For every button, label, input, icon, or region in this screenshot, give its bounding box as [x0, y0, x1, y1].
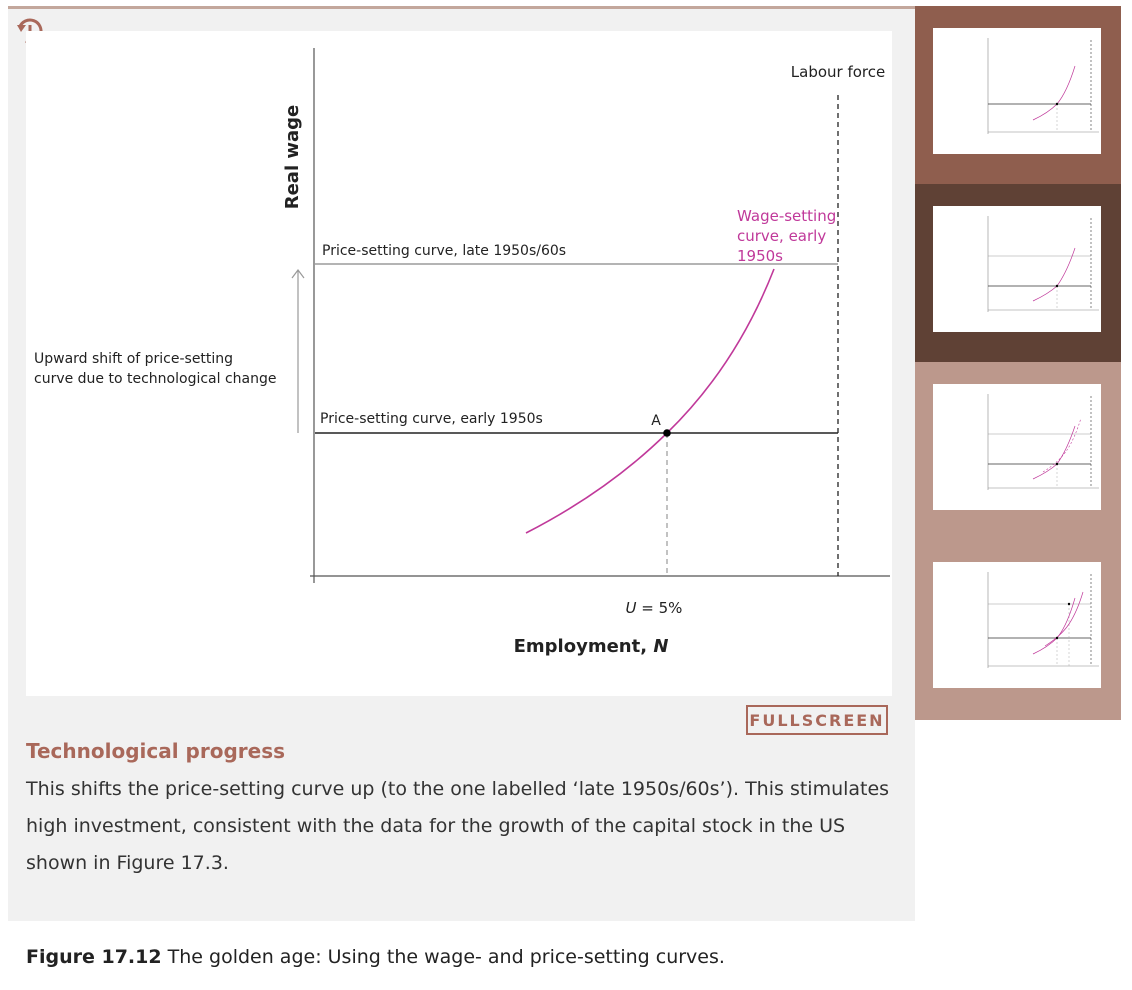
wage-setting-label-1: Wage-setting — [737, 207, 836, 225]
fullscreen-button[interactable]: FULLSCREEN — [746, 705, 888, 735]
shift-label-2: curve due to technological change — [34, 371, 276, 387]
step-thumbnails — [915, 6, 1121, 720]
unemployment-label: U = 5% — [626, 599, 683, 617]
step-description: This shifts the price-setting curve up (… — [26, 778, 890, 874]
wage-setting-label-2: curve, early — [737, 227, 826, 245]
point-a — [663, 429, 671, 437]
thumbnail-image — [933, 562, 1101, 688]
y-axis-label: Real wage — [282, 105, 303, 210]
thumbnail-image — [933, 28, 1101, 154]
thumbnail-step-2[interactable] — [915, 184, 1121, 362]
labour-force-label: Labour force — [791, 63, 885, 81]
shift-arrow-head — [291, 269, 305, 279]
price-setting-early-label: Price-setting curve, early 1950s — [320, 411, 543, 427]
point-a-label: A — [651, 413, 661, 429]
diagram: Real wage Labour force Wage-setting curv… — [26, 31, 892, 696]
wage-setting-label-3: 1950s — [737, 247, 783, 265]
thumbnail-step-3[interactable] — [915, 362, 1121, 540]
step-title: Technological progress — [26, 739, 286, 763]
thumbnail-image — [933, 384, 1101, 510]
figure-panel: Real wage Labour force Wage-setting curv… — [8, 6, 915, 921]
figure-caption-text: The golden age: Using the wage- and pric… — [161, 946, 725, 968]
figure-caption: Figure 17.12 The golden age: Using the w… — [26, 946, 725, 968]
wage-setting-curve — [525, 268, 775, 534]
thumbnail-image — [933, 206, 1101, 332]
thumbnail-step-1[interactable] — [915, 6, 1121, 184]
figure-number: Figure 17.12 — [26, 946, 162, 968]
price-setting-late-label: Price-setting curve, late 1950s/60s — [322, 243, 566, 259]
thumbnail-step-4[interactable] — [915, 540, 1121, 718]
x-axis-label: Employment, N — [514, 636, 669, 657]
shift-label-1: Upward shift of price-setting — [34, 351, 233, 367]
